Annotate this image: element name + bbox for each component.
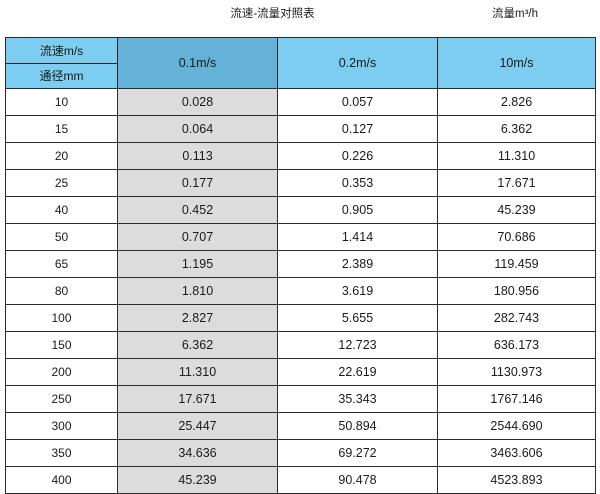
cell-flow-0-2: 0.226 xyxy=(277,142,438,170)
cell-flow-0-2: 5.655 xyxy=(277,304,438,332)
cell-diameter: 80 xyxy=(5,277,118,305)
table-row: 200 11.310 22.619 1130.973 xyxy=(5,358,596,386)
cell-flow-0-1: 0.028 xyxy=(117,88,278,116)
page-title: 流速-流量对照表 xyxy=(230,8,315,20)
cell-flow-0-2: 0.905 xyxy=(277,196,438,224)
table-row: 25 0.177 0.353 17.671 xyxy=(5,169,596,197)
cell-flow-10: 636.173 xyxy=(437,331,596,359)
header-row-bottom: 通径mm xyxy=(5,62,596,89)
cell-diameter: 65 xyxy=(5,250,118,278)
header-velocity-label: 流速m/s xyxy=(5,37,118,64)
cell-flow-0-1: 17.671 xyxy=(117,385,278,413)
table-row: 150 6.362 12.723 636.173 xyxy=(5,331,596,359)
cell-flow-10: 70.686 xyxy=(437,223,596,251)
cell-diameter: 10 xyxy=(5,88,118,116)
cell-diameter: 300 xyxy=(5,412,118,440)
table-row: 15 0.064 0.127 6.362 xyxy=(5,115,596,143)
cell-flow-0-1: 25.447 xyxy=(117,412,278,440)
cell-flow-10: 1130.973 xyxy=(437,358,596,386)
cell-flow-0-1: 0.064 xyxy=(117,115,278,143)
cell-diameter: 350 xyxy=(5,439,118,467)
cell-diameter: 50 xyxy=(5,223,118,251)
cell-flow-10: 3463.606 xyxy=(437,439,596,467)
cell-diameter: 15 xyxy=(5,115,118,143)
cell-diameter: 250 xyxy=(5,385,118,413)
header-velocity-0-1: 0.1m/s xyxy=(117,37,278,89)
cell-flow-0-1: 1.810 xyxy=(117,277,278,305)
caption-bar: 流速-流量对照表 流量m³/h xyxy=(0,4,600,28)
table-row: 65 1.195 2.389 119.459 xyxy=(5,250,596,278)
cell-flow-0-1: 1.195 xyxy=(117,250,278,278)
cell-flow-10: 1767.146 xyxy=(437,385,596,413)
cell-flow-10: 4523.893 xyxy=(437,466,596,494)
table-header: 流速m/s 0.1m/s 0.2m/s 10m/s 通径mm xyxy=(5,37,596,89)
cell-flow-0-2: 0.057 xyxy=(277,88,438,116)
cell-flow-10: 45.239 xyxy=(437,196,596,224)
cell-flow-0-1: 6.362 xyxy=(117,331,278,359)
table-row: 50 0.707 1.414 70.686 xyxy=(5,223,596,251)
cell-flow-10: 2.826 xyxy=(437,88,596,116)
cell-flow-0-1: 0.177 xyxy=(117,169,278,197)
table-row: 100 2.827 5.655 282.743 xyxy=(5,304,596,332)
cell-flow-10: 17.671 xyxy=(437,169,596,197)
cell-diameter: 25 xyxy=(5,169,118,197)
cell-diameter: 40 xyxy=(5,196,118,224)
header-velocity-0-2: 0.2m/s xyxy=(277,37,438,89)
cell-flow-10: 119.459 xyxy=(437,250,596,278)
table-row: 300 25.447 50.894 2544.690 xyxy=(5,412,596,440)
cell-flow-0-1: 2.827 xyxy=(117,304,278,332)
table-row: 80 1.810 3.619 180.956 xyxy=(5,277,596,305)
cell-flow-0-1: 34.636 xyxy=(117,439,278,467)
cell-flow-0-1: 11.310 xyxy=(117,358,278,386)
cell-flow-0-2: 69.272 xyxy=(277,439,438,467)
flow-unit-label: 流量m³/h xyxy=(492,8,538,20)
flow-rate-reference-page: 流速-流量对照表 流量m³/h 流速m/s 0.1m/s 0.2m/s 10m/… xyxy=(0,4,600,494)
cell-diameter: 150 xyxy=(5,331,118,359)
header-velocity-10: 10m/s xyxy=(437,37,596,89)
flow-rate-table: 流速m/s 0.1m/s 0.2m/s 10m/s 通径mm 10 0.028 0.… xyxy=(5,37,596,494)
cell-flow-0-2: 35.343 xyxy=(277,385,438,413)
table-body: 10 0.028 0.057 2.826 15 0.064 0.127 6.362 20 0.11… xyxy=(5,88,596,494)
header-row-top: 流速m/s 0.1m/s 0.2m/s 10m/s xyxy=(5,37,596,89)
cell-flow-0-2: 2.389 xyxy=(277,250,438,278)
cell-diameter: 400 xyxy=(5,466,118,494)
cell-flow-10: 6.362 xyxy=(437,115,596,143)
cell-flow-0-1: 45.239 xyxy=(117,466,278,494)
cell-flow-0-1: 0.707 xyxy=(117,223,278,251)
cell-flow-0-1: 0.113 xyxy=(117,142,278,170)
table-row: 20 0.113 0.226 11.310 xyxy=(5,142,596,170)
flow-table-container: 流速m/s 0.1m/s 0.2m/s 10m/s 通径mm 10 0.028 0.… xyxy=(5,37,596,494)
cell-flow-10: 11.310 xyxy=(437,142,596,170)
cell-flow-10: 282.743 xyxy=(437,304,596,332)
table-row: 10 0.028 0.057 2.826 xyxy=(5,88,596,116)
table-row: 350 34.636 69.272 3463.606 xyxy=(5,439,596,467)
cell-flow-0-2: 3.619 xyxy=(277,277,438,305)
cell-flow-0-2: 50.894 xyxy=(277,412,438,440)
cell-flow-0-1: 0.452 xyxy=(117,196,278,224)
cell-flow-0-2: 0.353 xyxy=(277,169,438,197)
header-diameter-label: 通径mm xyxy=(5,62,118,89)
cell-flow-0-2: 22.619 xyxy=(277,358,438,386)
cell-flow-0-2: 12.723 xyxy=(277,331,438,359)
table-row: 250 17.671 35.343 1767.146 xyxy=(5,385,596,413)
cell-flow-0-2: 0.127 xyxy=(277,115,438,143)
cell-diameter: 100 xyxy=(5,304,118,332)
table-row: 40 0.452 0.905 45.239 xyxy=(5,196,596,224)
cell-diameter: 200 xyxy=(5,358,118,386)
cell-diameter: 20 xyxy=(5,142,118,170)
cell-flow-0-2: 90.478 xyxy=(277,466,438,494)
cell-flow-10: 180.956 xyxy=(437,277,596,305)
cell-flow-10: 2544.690 xyxy=(437,412,596,440)
cell-flow-0-2: 1.414 xyxy=(277,223,438,251)
table-row: 400 45.239 90.478 4523.893 xyxy=(5,466,596,494)
